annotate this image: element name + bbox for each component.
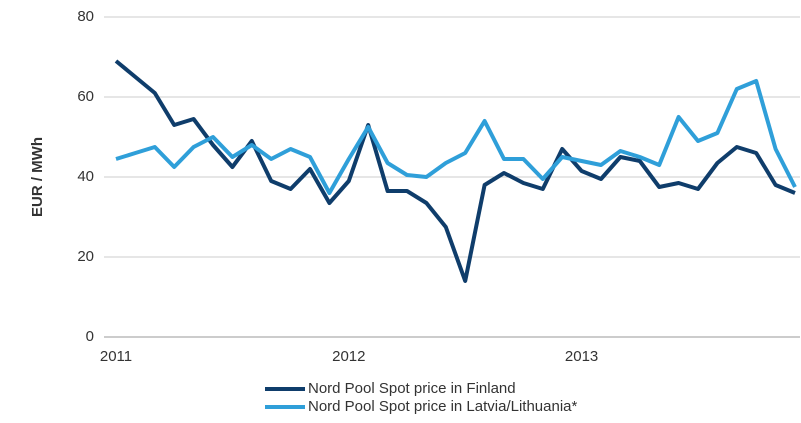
line-series [115, 79, 797, 195]
y-tick-label: 80 [77, 8, 94, 25]
x-tick-label: 2011 [100, 348, 132, 365]
y-tick-label: 0 [86, 328, 94, 345]
y-axis-label: EUR / MWh [29, 137, 46, 217]
x-tick-label: 2012 [332, 348, 365, 365]
legend-label: Nord Pool Spot price in Finland [308, 380, 516, 397]
x-tick-label: 2013 [565, 348, 598, 365]
y-tick-label: 40 [77, 168, 94, 185]
y-tick-label: 20 [77, 248, 94, 265]
y-tick-label: 60 [77, 88, 94, 105]
legend-label: Nord Pool Spot price in Latvia/Lithuania… [308, 398, 577, 415]
line-series [114, 59, 796, 283]
